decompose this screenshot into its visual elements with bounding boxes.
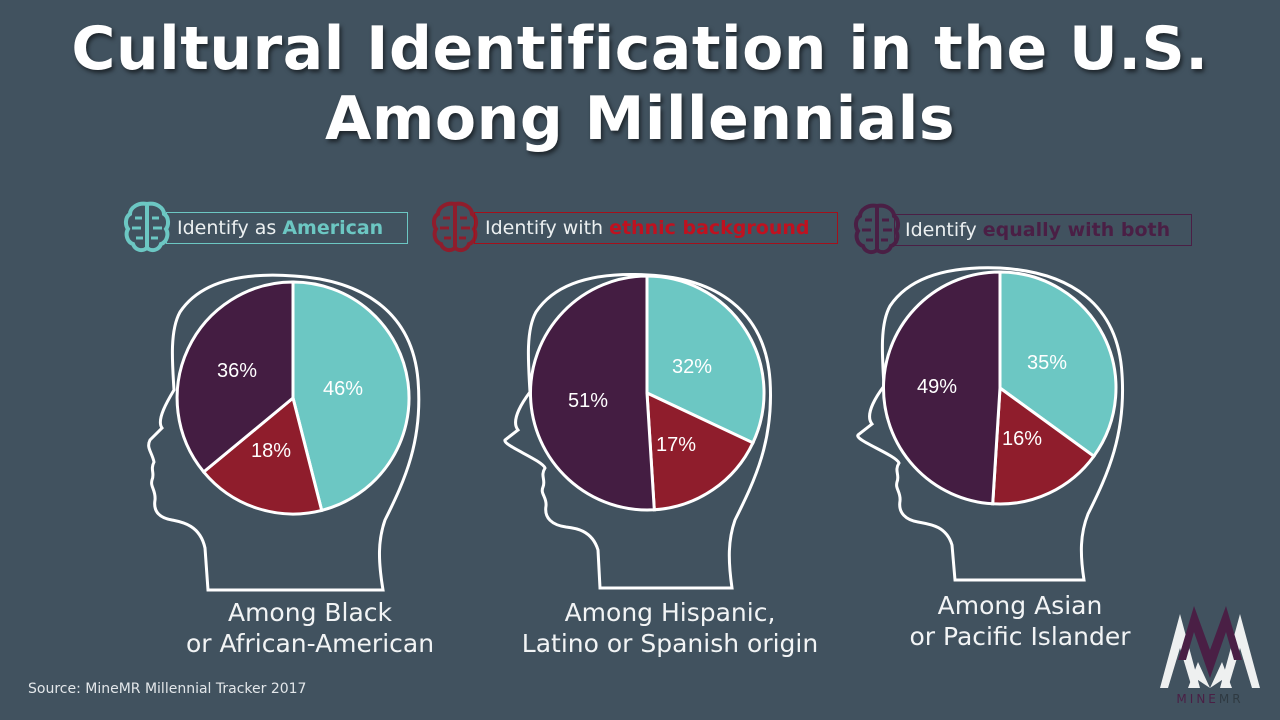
caption-black: Among Black or African-American	[160, 597, 460, 659]
pct-ethnic-3: 16%	[1002, 428, 1043, 450]
legend-ethnic-prefix: Identify with	[485, 217, 604, 239]
legend-american-prefix: Identify as	[177, 217, 277, 239]
logo-text-mine: MINE	[1176, 692, 1219, 706]
caption-black-line2: or African-American	[185, 629, 435, 658]
legend-both-emphasis: equally with both	[982, 219, 1171, 241]
legend-american-emphasis: American	[282, 217, 384, 239]
caption-hispanic-line1: Among Hispanic,	[564, 598, 776, 627]
legend-ethnic-emphasis: ethnic background	[609, 217, 810, 239]
logo-text: MINEMR	[1158, 692, 1262, 706]
pct-ethnic-1: 18%	[251, 440, 292, 462]
legend-both-prefix: Identify	[905, 219, 977, 241]
pct-both-1: 36%	[217, 360, 258, 382]
page-title: Cultural Identification in the U.S. Amon…	[0, 14, 1280, 154]
pct-both-2: 51%	[568, 390, 609, 412]
title-line-1: Cultural Identification in the U.S.	[71, 14, 1209, 84]
pct-american-1: 46%	[323, 378, 364, 400]
source-note: Source: MineMR Millennial Tracker 2017	[28, 681, 307, 697]
caption-black-line1: Among Black	[227, 598, 393, 627]
pct-american-2: 32%	[672, 356, 713, 378]
caption-asian: Among Asian or Pacific Islander	[870, 590, 1170, 652]
caption-asian-line2: or Pacific Islander	[909, 622, 1131, 651]
minemr-logo: MINEMR	[1158, 600, 1262, 712]
pct-both-3: 49%	[917, 376, 958, 398]
pct-american-3: 35%	[1027, 352, 1068, 374]
brain-icon	[123, 201, 171, 253]
caption-hispanic-line2: Latino or Spanish origin	[521, 629, 819, 658]
logo-text-mr: MR	[1218, 692, 1244, 706]
title-line-2: Among Millennials	[324, 84, 956, 154]
caption-hispanic: Among Hispanic, Latino or Spanish origin	[500, 597, 840, 659]
pct-ethnic-2: 17%	[656, 434, 697, 456]
brain-icon	[853, 203, 901, 255]
logo-mark-icon	[1160, 606, 1260, 688]
caption-asian-line1: Among Asian	[937, 591, 1103, 620]
